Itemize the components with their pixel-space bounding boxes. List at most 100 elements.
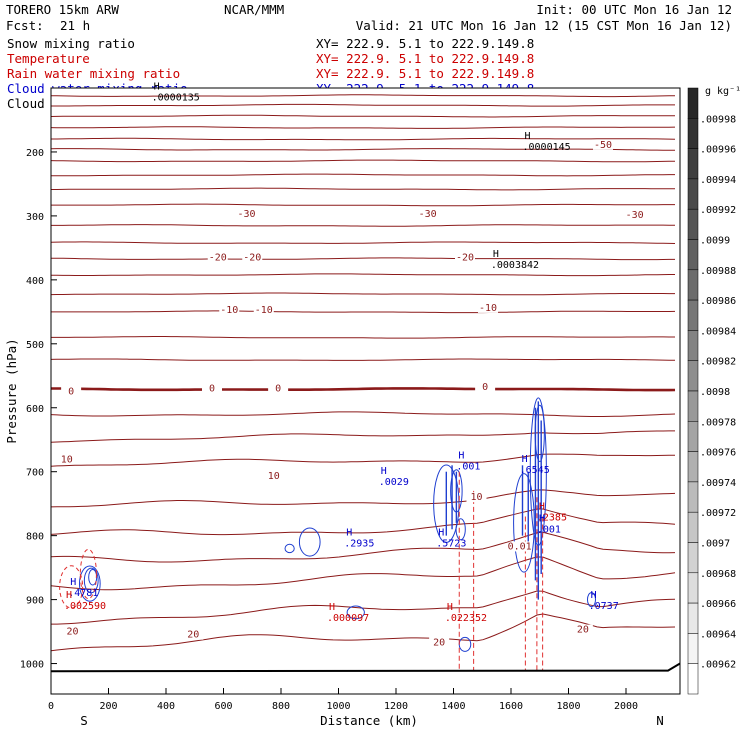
plot-frame xyxy=(50,87,681,695)
contour-label: -10 xyxy=(479,303,497,314)
color-bar-swatch xyxy=(687,572,699,604)
temperature-isotherm xyxy=(50,292,675,296)
init-time: Init: 00 UTC Mon 16 Jan 12 xyxy=(536,2,732,17)
max-marker: H xyxy=(458,451,464,462)
contour-label: 0 xyxy=(68,387,74,398)
north-endpoint: N xyxy=(656,713,664,728)
max-marker: H xyxy=(539,502,545,513)
contour-label-bg xyxy=(219,304,240,315)
y-tick-label: 200 xyxy=(26,148,44,159)
cloud-water-contour xyxy=(586,592,597,608)
temperature-isotherm xyxy=(50,430,675,443)
contour-label-bg xyxy=(61,386,82,397)
temperature-isotherm xyxy=(50,358,676,361)
temperature-isotherm xyxy=(50,94,676,98)
color-bar-swatch xyxy=(687,421,699,452)
contour-label-bg xyxy=(624,210,645,221)
temperature-isotherm xyxy=(50,489,676,508)
x-tick-label: 2000 xyxy=(614,701,638,712)
cloud-water-contour xyxy=(433,464,460,543)
color-bar-swatch xyxy=(687,118,699,149)
color-bar-label: .00976 xyxy=(700,448,736,459)
temperature-isotherm xyxy=(51,103,675,107)
color-bar-swatch xyxy=(687,87,699,119)
color-bar-swatch xyxy=(687,511,699,543)
color-bar-swatch xyxy=(687,663,699,695)
color-bar-swatch xyxy=(687,602,699,634)
temperature-isotherm xyxy=(50,453,676,467)
color-bar-label: .00972 xyxy=(700,508,736,519)
temperature-isotherm xyxy=(50,148,676,151)
rain-water-contours xyxy=(59,471,544,670)
temperature-isotherm xyxy=(51,224,676,227)
color-bar-label: .00986 xyxy=(700,296,736,307)
color-bar-swatch xyxy=(687,390,699,422)
cloud-water-contour xyxy=(513,473,535,573)
color-bar-label: .00974 xyxy=(700,478,736,489)
contour-label: 0 xyxy=(275,383,281,394)
contour-label: -30 xyxy=(419,209,437,220)
temperature-isotherm xyxy=(50,508,676,536)
color-bar-label: .00996 xyxy=(700,145,736,156)
cloud-water-contour xyxy=(346,605,365,620)
y-axis-title: Pressure (hPa) xyxy=(4,338,19,443)
contour-labels: -50 -30 -30 -30 -20 -20 -20 -10 -10 -10 0 0 0 0 10 10 10… xyxy=(56,139,645,648)
max-value: .5723 xyxy=(436,538,466,549)
y-tick-label: 900 xyxy=(26,596,44,607)
max-value: .001 xyxy=(537,524,561,535)
max-marker: H xyxy=(447,602,453,613)
max-marker: H xyxy=(346,527,352,538)
x-axis-title: Distance (km) xyxy=(320,713,418,728)
valid-time: Valid: 21 UTC Mon 16 Jan 12 (15 CST Mon … xyxy=(356,18,732,33)
contour-label-bg xyxy=(253,304,274,315)
color-bar-label: .0099 xyxy=(700,236,730,247)
contour-label-bg xyxy=(62,626,83,637)
color-bar-swatch xyxy=(687,178,699,210)
max-marker: H xyxy=(493,249,499,260)
color-bar-label: .00988 xyxy=(700,266,736,277)
max-marker: H xyxy=(70,577,76,588)
temperature-isotherm xyxy=(50,114,675,118)
distance-axis: 0 200 400 600 800 1000 1200 1400 1600 1800 2000 xyxy=(48,688,638,712)
contour-label-bg xyxy=(417,208,438,219)
color-bar-label: .00982 xyxy=(700,357,736,368)
max-value: .0000135 xyxy=(152,93,200,104)
color-bar-label: .00966 xyxy=(700,599,736,610)
max-value: .0737 xyxy=(589,601,619,612)
y-tick-label: 700 xyxy=(26,468,44,479)
contour-label-bg xyxy=(207,252,228,263)
center-label: NCAR/MMM xyxy=(224,2,284,17)
color-bar-label: .00998 xyxy=(700,114,736,125)
cloud-water-contour xyxy=(284,543,295,554)
y-tick-label: 400 xyxy=(26,276,44,287)
max-marker: H xyxy=(525,131,531,142)
max-value: .6545 xyxy=(520,465,550,476)
rain-water-contour xyxy=(59,565,84,609)
y-tick-label: 600 xyxy=(26,404,44,415)
forecast-label: Fcst: xyxy=(6,18,44,33)
max-value: .000097 xyxy=(327,613,369,624)
color-bar-label: .00962 xyxy=(700,660,736,671)
max-value: .022352 xyxy=(445,613,487,624)
contour-label: 10 xyxy=(61,454,73,465)
color-bar-swatch xyxy=(687,481,699,513)
temperature-isotherm xyxy=(51,590,676,625)
color-bar-swatch xyxy=(687,269,699,301)
field-xy-range: XY= 222.9. 5.1 to 222.9.149.8 xyxy=(316,36,534,51)
color-bar-label: .00964 xyxy=(700,629,736,640)
model-title: TORERO 15km ARW xyxy=(6,2,119,17)
color-bar-label: .0098 xyxy=(700,387,730,398)
color-bar-units: g kg⁻¹ xyxy=(705,86,740,97)
color-bar-swatch xyxy=(687,208,699,240)
contour-label: 20 xyxy=(433,637,445,648)
y-tick-label: 800 xyxy=(26,532,44,543)
color-bar-label: .00994 xyxy=(700,175,736,186)
max-value: .001 xyxy=(456,462,480,473)
temperature-contours xyxy=(50,94,676,652)
temperature-isotherm xyxy=(51,336,675,339)
color-bar-swatch xyxy=(687,633,699,664)
field-name: Temperature xyxy=(7,51,90,66)
contour-label: -30 xyxy=(237,209,255,220)
contour-label: 20 xyxy=(577,625,589,636)
x-tick-label: 1400 xyxy=(441,701,465,712)
